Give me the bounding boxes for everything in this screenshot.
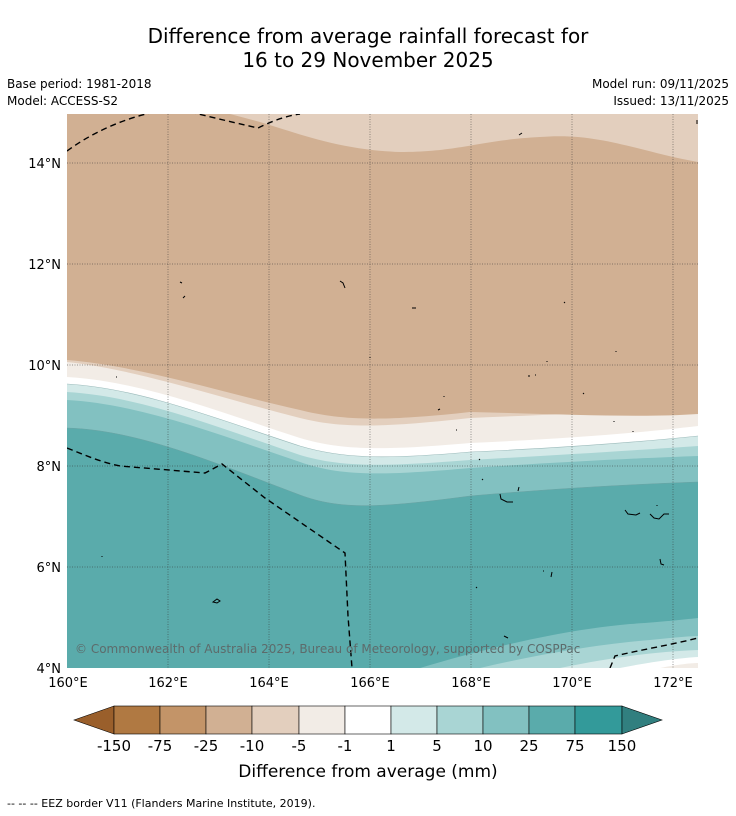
eez-border-line (609, 637, 698, 668)
lat-label: 12°N (28, 258, 61, 273)
island-outline (456, 429, 520, 503)
colorbar-swatch (390, 705, 438, 735)
island-outline (116, 307, 445, 411)
eez-legend-note: -- -- -- EEZ border V11 (Flanders Marine… (7, 797, 316, 810)
colorbar-swatch (574, 705, 623, 735)
colorbar (73, 705, 663, 735)
band-neg10-neg5-north (67, 114, 698, 162)
colorbar-title: Difference from average (mm) (238, 762, 498, 782)
island-outline (528, 361, 634, 432)
colorbar-tick: -75 (147, 737, 173, 755)
islands (101, 120, 698, 639)
lon-label: 164°E (249, 676, 289, 691)
copyright-notice: © Commonwealth of Australia 2025, Bureau… (75, 642, 580, 656)
lon-label: 168°E (451, 676, 491, 691)
rainfall-contours (67, 114, 698, 668)
colorbar-swatch (344, 705, 392, 735)
lat-label: 8°N (37, 460, 62, 475)
colorbar-tick: -25 (193, 737, 219, 755)
colorbar-swatch (298, 705, 346, 735)
colorbar-swatch (528, 705, 576, 735)
base-period: Base period: 1981-2018 (7, 77, 152, 91)
colorbar-tick: -5 (291, 737, 307, 755)
colorbar-tick: 5 (432, 737, 442, 755)
colorbar-extend-high (621, 705, 663, 735)
band-south-neg5-neg1 (660, 663, 698, 668)
eez-borders (67, 114, 698, 668)
colorbar-swatch (159, 705, 207, 735)
colorbar-extend-low (73, 705, 115, 735)
contour-line (67, 383, 698, 458)
lon-label: 162°E (148, 676, 188, 691)
eez-border-line (67, 447, 353, 668)
colorbar-tick: 1 (386, 737, 396, 755)
colorbar-tick: 10 (473, 737, 493, 755)
lat-axis-labels: 4°N 6°N 8°N 10°N 12°N 14°N (28, 157, 61, 677)
colorbar-swatch (113, 705, 161, 735)
lat-label: 6°N (37, 561, 62, 576)
eez-border-line (195, 114, 301, 129)
colorbar-tick: 75 (565, 737, 585, 755)
colorbar-swatch (482, 705, 530, 735)
colorbar-swatch (436, 705, 484, 735)
island-outline (624, 505, 669, 566)
model-name: Model: ACCESS-S2 (7, 94, 119, 108)
lon-label: 166°E (350, 676, 390, 691)
island-outline (101, 556, 553, 639)
lon-label: 160°E (48, 676, 88, 691)
eez-border-line (67, 114, 149, 152)
map-title-line2: 16 to 29 November 2025 (242, 48, 494, 72)
colorbar-swatch (251, 705, 300, 735)
lon-axis-labels: 160°E 162°E 164°E 166°E 168°E 170°E 172°… (48, 676, 693, 691)
lon-label: 172°E (653, 676, 693, 691)
graticule (67, 114, 698, 668)
lon-label: 170°E (552, 676, 592, 691)
model-run: Model run: 09/11/2025 (591, 77, 729, 91)
issued-date: Issued: 13/11/2025 (613, 94, 729, 108)
island-outline (518, 120, 698, 352)
colorbar-tick: 25 (519, 737, 539, 755)
island-outline (179, 280, 346, 299)
colorbar-tick: -1 (337, 737, 353, 755)
lat-label: 4°N (37, 662, 62, 677)
lat-label: 14°N (28, 157, 61, 172)
band-neg25-neg10 (67, 114, 698, 419)
map-title-line1: Difference from average rainfall forecas… (147, 24, 589, 48)
colorbar-tick: 150 (607, 737, 637, 755)
lat-label: 10°N (28, 359, 61, 374)
contour-line (67, 427, 698, 506)
colorbar-tick: -10 (239, 737, 265, 755)
colorbar-tick: -150 (96, 737, 132, 755)
colorbar-swatch (205, 705, 253, 735)
